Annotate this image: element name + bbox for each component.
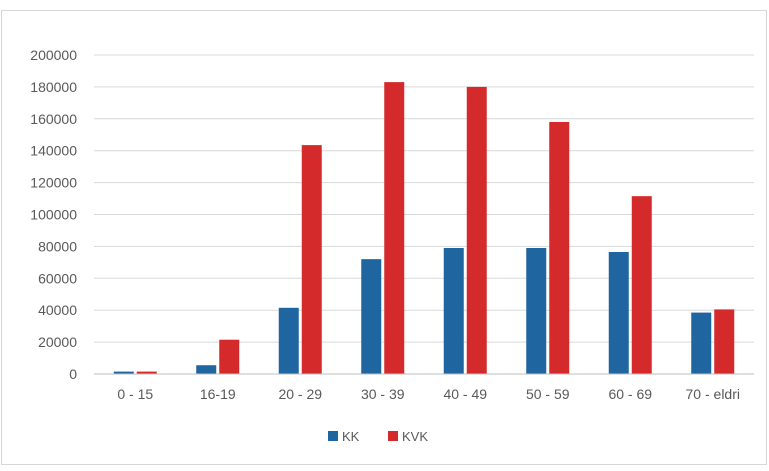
gridlines [94, 54, 754, 343]
y-tick-label: 40000 [38, 302, 77, 318]
bars [113, 82, 735, 375]
bar-kk-0 [113, 371, 134, 374]
y-tick-label: 120000 [30, 175, 77, 191]
x-axis-tick-labels: 0 - 15 16-19 20 - 29 30 - 39 40 - 49 50 - 59 6… [117, 386, 740, 402]
y-axis-tick-labels: 0 20000 40000 60000 80000 100000 120000 140000 1… [30, 47, 77, 382]
y-tick-label: 160000 [30, 111, 77, 127]
legend-label: KVK [402, 429, 428, 444]
bar-chart: 0 20000 40000 60000 80000 100000 120000 140000 1… [30, 47, 754, 444]
y-tick-label: 140000 [30, 143, 77, 159]
bar-kk-7 [691, 312, 712, 374]
bar-kvk-6 [631, 196, 652, 374]
bar-kk-4 [443, 247, 464, 374]
y-tick-label: 60000 [38, 270, 77, 286]
y-tick-label: 0 [69, 366, 77, 382]
bar-kk-5 [526, 247, 547, 374]
bar-kk-2 [278, 307, 299, 374]
bar-kvk-2 [301, 145, 322, 374]
y-tick-label: 100000 [30, 207, 77, 223]
y-tick-label: 180000 [30, 79, 77, 95]
legend: KK KVK [328, 429, 428, 444]
legend-item-kvk: KVK [388, 429, 428, 444]
chart-frame: 0 20000 40000 60000 80000 100000 120000 140000 1… [1, 10, 767, 465]
y-tick-label: 80000 [38, 238, 77, 254]
legend-label: KK [342, 429, 360, 444]
legend-swatch [328, 431, 338, 441]
x-tick-label: 50 - 59 [526, 386, 570, 402]
x-tick-label: 16-19 [200, 386, 236, 402]
bar-kvk-5 [549, 121, 570, 375]
bar-kvk-1 [219, 339, 240, 374]
x-tick-label: 0 - 15 [117, 386, 153, 402]
y-tick-label: 20000 [38, 334, 77, 350]
x-tick-label: 30 - 39 [361, 386, 405, 402]
x-tick-label: 60 - 69 [608, 386, 652, 402]
y-tick-label: 200000 [30, 47, 77, 63]
bar-kk-3 [361, 259, 382, 374]
bar-kvk-4 [466, 86, 487, 375]
bar-kvk-7 [714, 309, 735, 374]
x-tick-label: 20 - 29 [278, 386, 322, 402]
bar-kk-1 [196, 365, 217, 374]
legend-swatch [388, 431, 398, 441]
legend-item-kk: KK [328, 429, 360, 444]
bar-kvk-0 [136, 371, 157, 374]
x-tick-label: 40 - 49 [443, 386, 487, 402]
x-tick-label: 70 - eldri [686, 386, 740, 402]
bar-kk-6 [608, 251, 629, 374]
bar-kvk-3 [384, 82, 405, 375]
